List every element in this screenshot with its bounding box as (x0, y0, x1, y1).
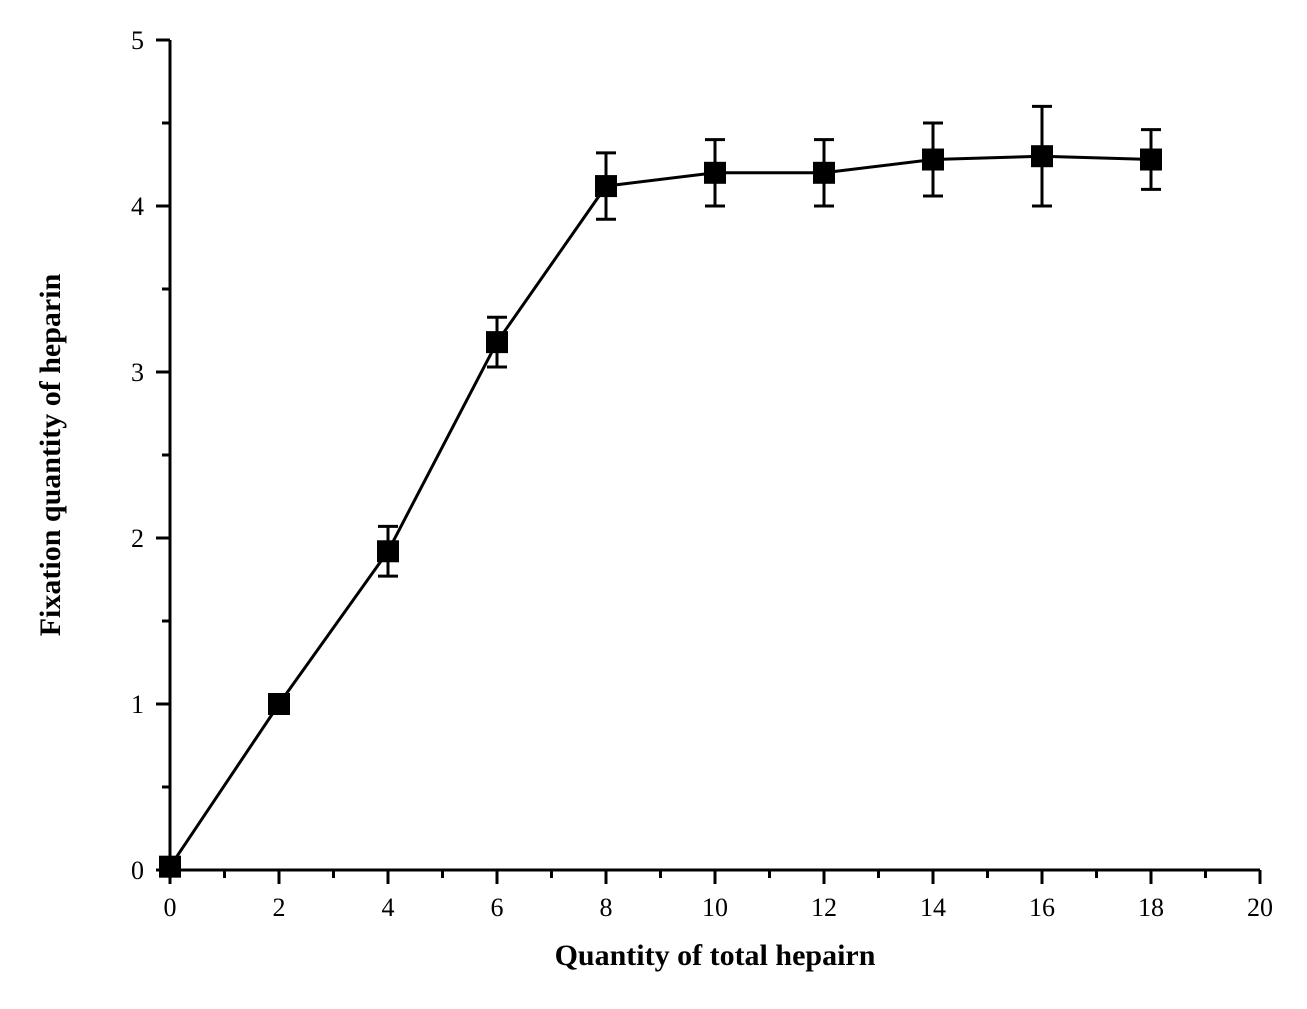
data-marker (813, 162, 835, 184)
x-tick-label: 20 (1247, 893, 1273, 922)
data-marker (377, 540, 399, 562)
x-tick-label: 8 (600, 893, 613, 922)
y-tick-label: 0 (131, 856, 144, 885)
data-marker (595, 175, 617, 197)
x-tick-label: 4 (382, 893, 395, 922)
data-marker (1031, 145, 1053, 167)
data-marker (704, 162, 726, 184)
data-marker (268, 693, 290, 715)
data-marker (159, 856, 181, 878)
chart-svg: 02468101214161820012345Quantity of total… (0, 0, 1307, 1009)
x-tick-label: 6 (491, 893, 504, 922)
data-marker (922, 149, 944, 171)
y-tick-label: 2 (131, 524, 144, 553)
x-axis-label: Quantity of total hepairn (555, 939, 876, 972)
x-tick-label: 12 (811, 893, 837, 922)
x-tick-label: 0 (164, 893, 177, 922)
x-tick-label: 16 (1029, 893, 1055, 922)
x-tick-label: 2 (273, 893, 286, 922)
x-tick-label: 14 (920, 893, 946, 922)
x-tick-label: 18 (1138, 893, 1164, 922)
y-tick-label: 1 (131, 690, 144, 719)
data-marker (486, 331, 508, 353)
y-tick-label: 4 (131, 192, 144, 221)
y-axis-label: Fixation quantity of heparin (34, 273, 67, 636)
data-marker (1140, 149, 1162, 171)
y-tick-label: 3 (131, 358, 144, 387)
x-tick-label: 10 (702, 893, 728, 922)
y-tick-label: 5 (131, 26, 144, 55)
chart-container: 02468101214161820012345Quantity of total… (0, 0, 1307, 1009)
